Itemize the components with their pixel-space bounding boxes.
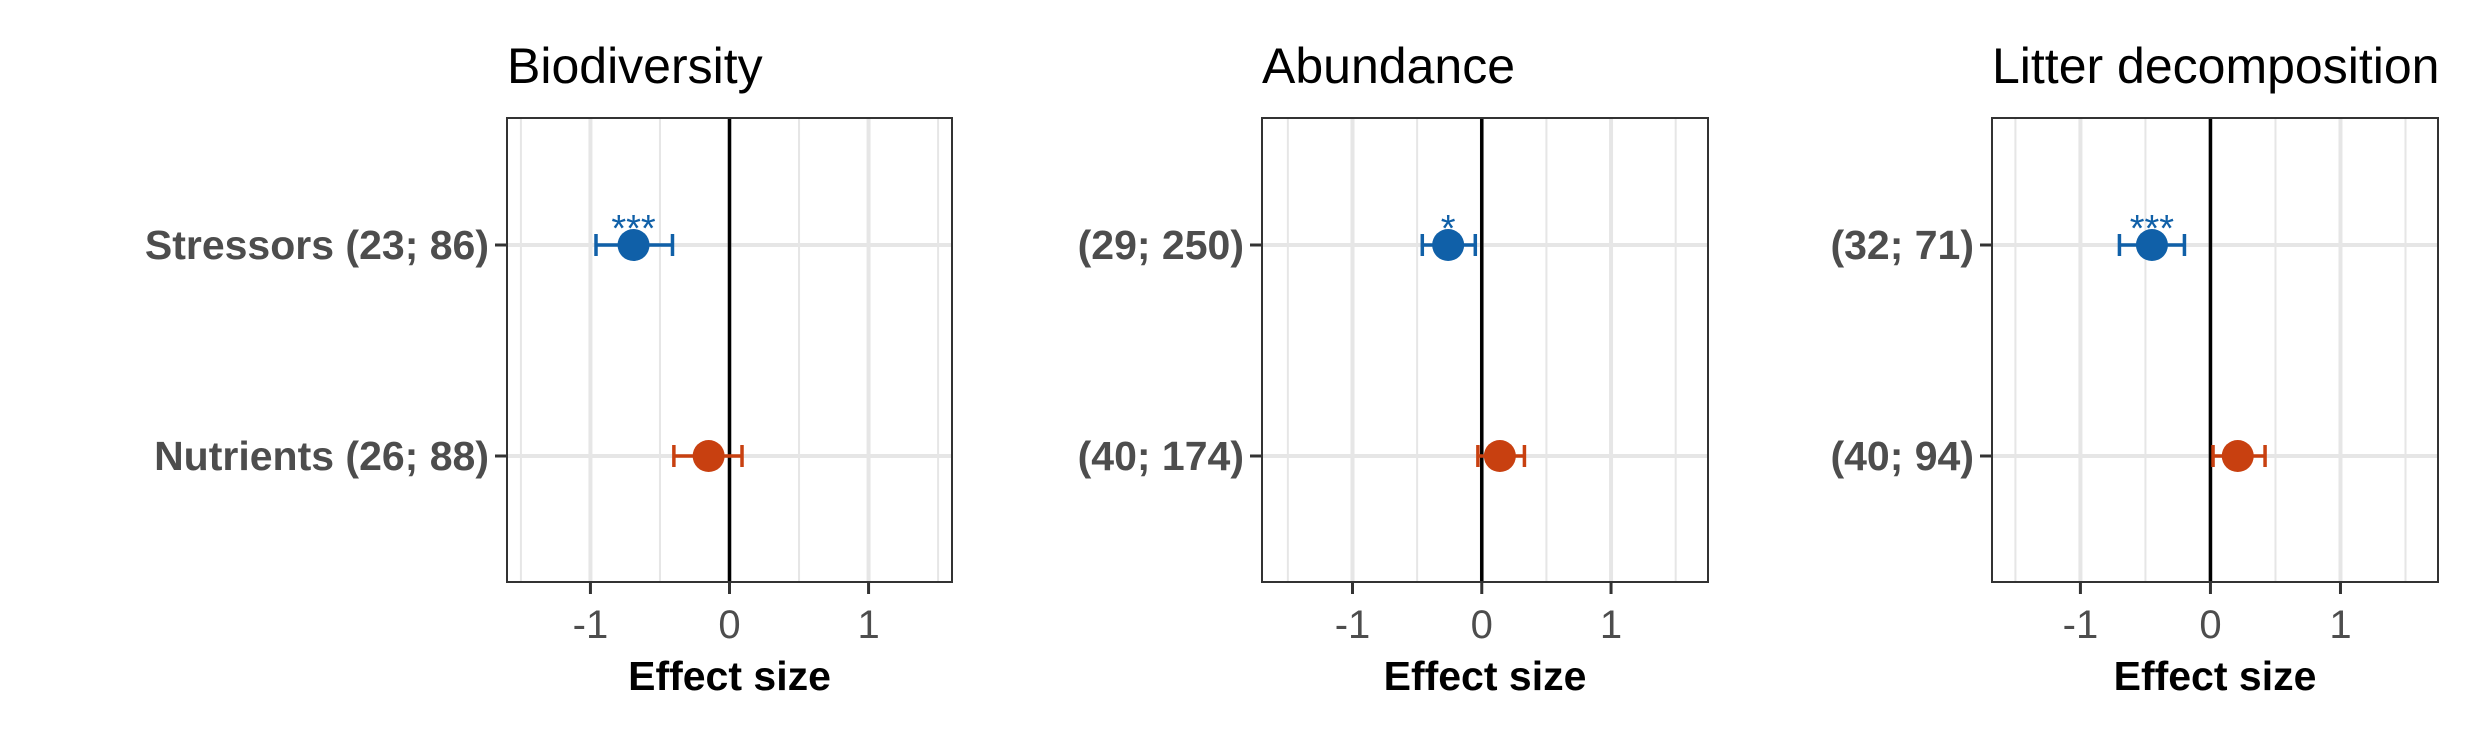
plot-background (1262, 118, 1708, 582)
category-label: (40; 94) (1830, 433, 1974, 479)
significance-label: *** (611, 208, 656, 250)
panel-title: Biodiversity (507, 38, 763, 94)
x-tick-label: -1 (573, 603, 609, 647)
effect-point (2135, 229, 2168, 261)
panel-border (1261, 117, 1709, 583)
chart-panel-2: Abundance (29; 250) (40; 174) -1 0 1 Effect si… (1078, 38, 1709, 699)
category-label: (40; 174) (1078, 433, 1244, 479)
category-label: (32; 71) (1830, 222, 1974, 268)
x-tick-label: 0 (2199, 603, 2221, 647)
x-tick-label: 1 (2329, 603, 2351, 647)
panel-title: Abundance (1262, 38, 1515, 94)
panel-border (1991, 117, 2439, 583)
x-axis-title: Effect size (2114, 653, 2317, 699)
x-tick-label: -1 (2063, 603, 2099, 647)
x-axis-title: Effect size (1384, 653, 1587, 699)
significance-label: *** (2130, 208, 2175, 250)
x-tick-label: 1 (1600, 603, 1622, 647)
panel-title: Litter decomposition (1992, 38, 2439, 94)
effect-point (2221, 440, 2254, 472)
x-axis-title: Effect size (628, 653, 831, 699)
effect-point (692, 440, 725, 472)
effect-point (1432, 229, 1465, 261)
significance-label: * (1441, 208, 1456, 250)
category-label: Nutrients (26; 88) (154, 433, 489, 479)
x-tick-label: 0 (718, 603, 740, 647)
category-label: Stressors (23; 86) (145, 222, 489, 268)
category-label: (29; 250) (1078, 222, 1244, 268)
effect-point (617, 229, 650, 261)
x-tick-label: 0 (1471, 603, 1493, 647)
x-tick-label: -1 (1335, 603, 1371, 647)
chart-panel-1: Biodiversity Stressors (23; 86) Nutrients … (145, 38, 953, 699)
effect-point (1483, 440, 1516, 472)
x-tick-label: 1 (857, 603, 879, 647)
plot-background (1992, 118, 2438, 582)
chart-panel-3: Litter decomposition (32; 71) (40; 94) -1 0 1… (1830, 38, 2439, 699)
